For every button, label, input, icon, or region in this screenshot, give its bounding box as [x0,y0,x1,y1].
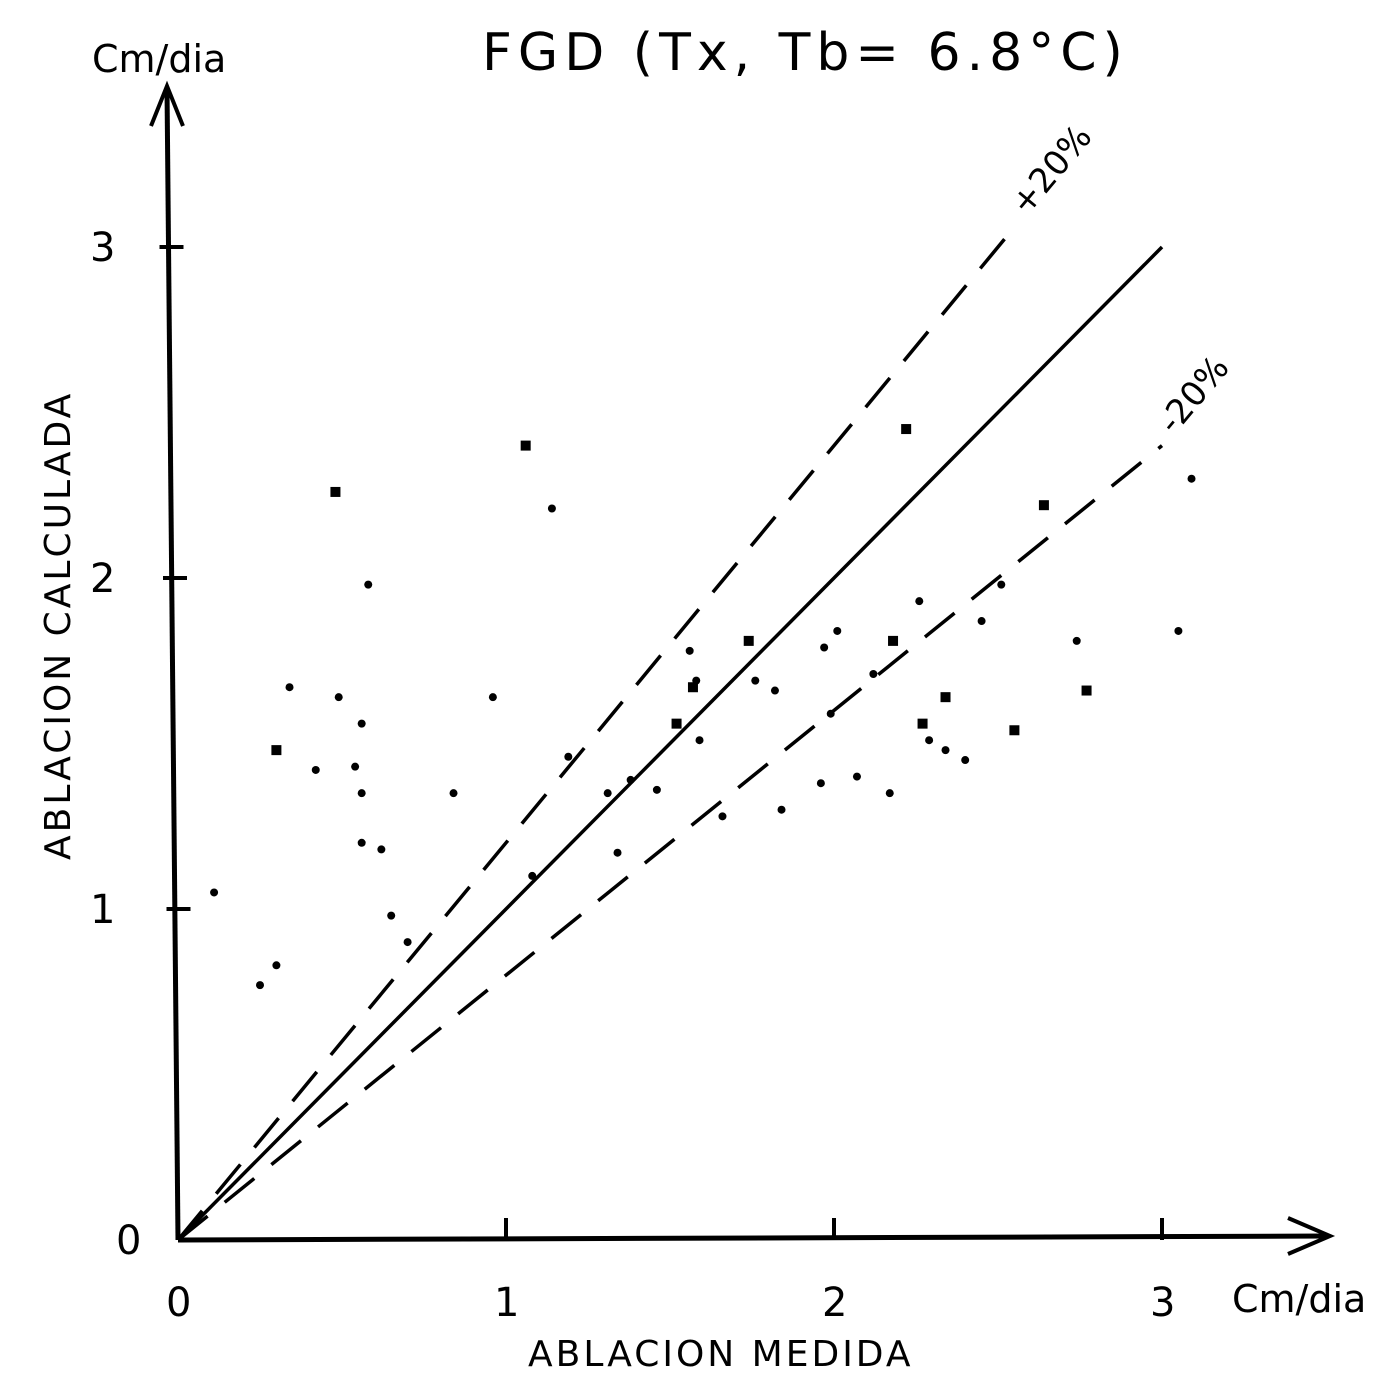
x-tick-label: 0 [166,1280,191,1326]
y-axis-label: ABLACION CALCULADA [38,391,79,860]
data-point [210,888,219,897]
data-point [1072,636,1081,645]
data-point [387,911,396,920]
ref-line-label: -20% [1150,348,1237,441]
y-axis-unit: Cm/dia [92,37,226,81]
data-point-square [330,486,341,497]
ref-line-plus-20 [176,226,1016,1242]
data-point [652,785,661,794]
data-point [547,504,556,513]
data-point [925,736,934,745]
data-point [820,643,829,652]
data-points [210,424,1196,990]
data-point [885,789,894,798]
data-point [1187,474,1196,483]
data-point [603,789,612,798]
x-axis-arrowhead [1287,1216,1336,1256]
y-tick-label: 0 [116,1218,141,1264]
data-point [961,756,970,765]
data-point [449,789,458,798]
data-point [770,686,779,695]
data-point [869,669,878,678]
data-point [311,765,320,774]
data-point [626,775,635,784]
x-tick-label: 1 [494,1280,519,1326]
y-axis-line [164,87,181,1241]
data-point [852,772,861,781]
data-point [357,789,366,798]
data-point [364,580,373,589]
data-point [272,961,281,970]
data-point-square [1009,725,1020,736]
data-point-square [271,745,282,756]
data-point [941,746,950,755]
data-point [351,762,360,771]
data-point [997,580,1006,589]
data-point [833,626,842,635]
data-point [334,693,343,702]
data-point [751,676,760,685]
axes [149,80,1336,1256]
data-point [357,838,366,847]
x-tick-label: 2 [822,1280,847,1326]
data-point-square [1081,685,1092,696]
data-point [1174,626,1183,635]
reference-lines: +20% -20% [176,117,1237,1242]
data-point [718,812,727,821]
data-point [816,779,825,788]
data-point [685,646,694,655]
data-point-square [520,440,531,451]
chart-title: FGD (Tx, Tb= 6.8°C) [482,23,1129,83]
data-point-square [687,682,698,693]
data-point-square [940,692,951,703]
data-point [528,871,537,880]
data-point [488,693,497,702]
data-point [285,683,294,692]
data-point [613,848,622,857]
x-tick-label: 3 [1150,1280,1175,1326]
x-axis-line [177,1233,1329,1243]
data-point [826,709,835,718]
y-axis-arrowhead [149,80,185,127]
data-point-square [1038,500,1049,511]
y-tick-label: 1 [90,887,115,933]
y-tick-label: 2 [90,556,115,602]
y-tick-label: 3 [90,225,115,271]
ref-line-minus-20 [176,444,1164,1242]
data-point [403,938,412,947]
data-point-square [671,718,682,729]
data-point [357,719,366,728]
data-point [977,617,986,626]
data-point [377,845,386,854]
data-point-square [901,424,912,435]
data-point-square [888,635,899,646]
data-point [915,597,924,606]
axis-ticks: 0 1 2 3 0 1 2 3 [90,225,1175,1326]
data-point [695,736,704,745]
x-axis-label: ABLACION MEDIDA [528,1334,914,1375]
identity-line [176,245,1164,1242]
data-point-square [743,635,754,646]
ref-line-label: +20% [1003,117,1101,222]
x-axis-unit: Cm/dia [1232,1277,1366,1321]
data-point-square [917,718,928,729]
data-point [256,981,264,990]
data-point [777,805,786,814]
data-point [564,752,573,761]
